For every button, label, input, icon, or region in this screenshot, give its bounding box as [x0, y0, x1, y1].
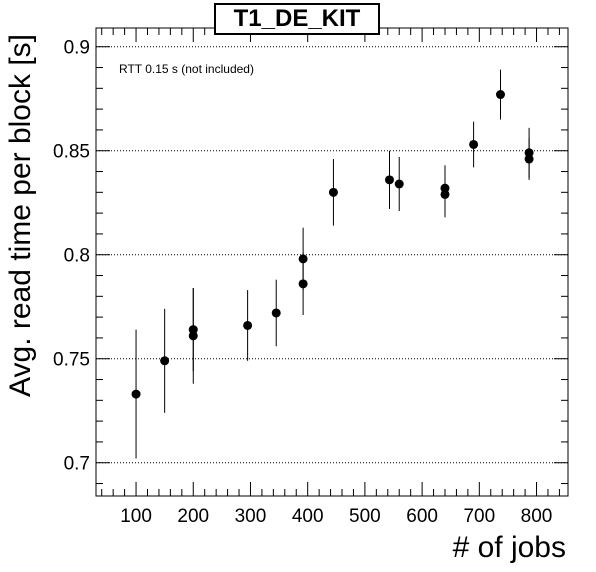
- x-tick-label: 200: [177, 506, 209, 527]
- chart-title: T1_DE_KIT: [214, 3, 380, 35]
- data-point: [495, 90, 505, 100]
- grid-lines: [96, 46, 568, 464]
- y-axis-label: Avg. read time per block [s]: [4, 34, 37, 397]
- x-tick-label: 700: [463, 506, 495, 527]
- data-point: [524, 154, 534, 164]
- x-tick-label: 600: [406, 506, 438, 527]
- x-tick-label: 300: [235, 506, 267, 527]
- data-point: [131, 389, 141, 399]
- rtt-annotation: RTT 0.15 s (not included): [119, 62, 254, 76]
- y-tick-label: 0.7: [64, 454, 90, 475]
- data-point: [469, 139, 479, 149]
- data-point: [328, 187, 338, 197]
- x-tick-label: 100: [120, 506, 152, 527]
- data-point: [394, 179, 404, 189]
- tick-labels: 0.7 0.75 0.8 0.85 0.9 100 200 300 400 500 600 700 80…: [53, 38, 552, 527]
- data-point: [271, 308, 281, 318]
- axis-ticks: [96, 28, 568, 496]
- y-tick-label: 0.9: [64, 38, 90, 59]
- data-points: [131, 69, 534, 459]
- data-point: [440, 183, 450, 193]
- plot-frame: [95, 27, 569, 497]
- x-tick-label: 400: [292, 506, 324, 527]
- data-point: [243, 320, 253, 330]
- data-point: [298, 279, 308, 289]
- x-tick-label: 500: [349, 506, 381, 527]
- data-point: [384, 175, 394, 185]
- data-point: [188, 331, 198, 341]
- x-tick-label: 800: [521, 506, 553, 527]
- data-point: [160, 356, 170, 366]
- y-tick-label: 0.8: [64, 246, 90, 267]
- y-tick-label: 0.85: [53, 142, 90, 163]
- x-axis-label: # of jobs: [453, 531, 566, 564]
- y-tick-label: 0.75: [53, 350, 90, 371]
